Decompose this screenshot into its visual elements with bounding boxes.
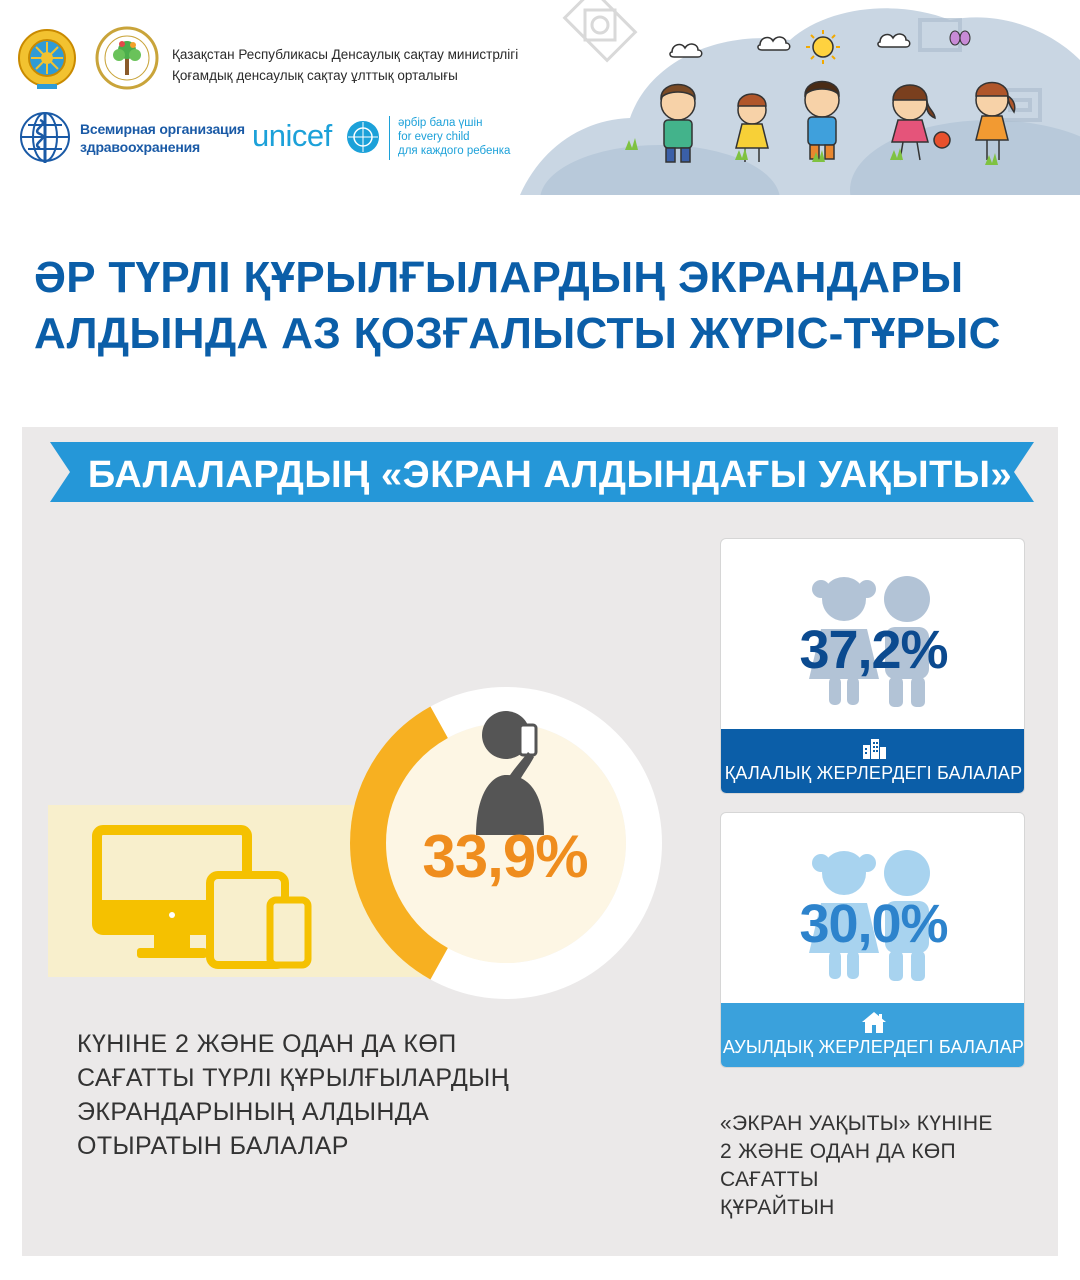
cards-footnote: «ЭКРАН УАҚЫТЫ» КҮНІНЕ 2 ЖӘНЕ ОДАН ДА КӨП…	[720, 1110, 1058, 1222]
unicef-divider	[389, 116, 390, 160]
page-title-line2: АЛДЫНДА АЗ ҚОЗҒАЛЫСТЫ ЖҮРІС-ТҰРЫС	[34, 309, 1001, 358]
overall-description-line4: ОТЫРАТЫН БАЛАЛАР	[77, 1132, 349, 1160]
header-illustration	[18, 0, 1080, 195]
rural-label-band: АУЫЛДЫҚ ЖЕРЛЕРДЕГІ БАЛАЛАР	[721, 1003, 1025, 1067]
cards-footnote-line2: 2 ЖӘНЕ ОДАН ДА КӨП САҒАТТЫ	[720, 1140, 956, 1191]
overall-description-line1: КҮНІНЕ 2 ЖӘНЕ ОДАН ДА КӨП	[77, 1030, 457, 1058]
cards-footnote-line3: ҚҰРАЙТЫН	[720, 1196, 835, 1219]
cards-footnote-line1: «ЭКРАН УАҚЫТЫ» КҮНІНЕ	[720, 1112, 993, 1135]
person-phone-icon	[476, 711, 544, 835]
kazakhstan-emblem-icon	[18, 29, 76, 89]
national-centre-name: Қоғамдық денсаулық сақтау ұлттық орталығ…	[172, 68, 458, 83]
who-emblem-icon	[20, 112, 70, 163]
house-icon	[862, 1012, 886, 1033]
children-figures-icon	[809, 576, 930, 707]
rural-percent: 30,0%	[799, 894, 948, 954]
urban-label-band: ҚАЛАЛЫҚ ЖЕРЛЕРДЕГІ БАЛАЛАР	[721, 729, 1024, 793]
section-banner-title: БАЛАЛАРДЫҢ «ЭКРАН АЛДЫНДАҒЫ УАҚЫТЫ»	[87, 454, 1013, 496]
unicef-tagline-en: for every child	[398, 131, 470, 143]
donut-center	[386, 723, 626, 963]
unicef-tagline: әрбір бала үшін for every child для кажд…	[398, 116, 510, 158]
who-name-line2: здравоохранения	[80, 139, 200, 155]
urban-card: 37,2% ҚАЛАЛЫҚ ЖЕРЛЕРДЕГІ БАЛАЛАР	[720, 538, 1025, 794]
overall-description-line2: САҒАТТЫ ТҮРЛІ ҚҰРЫЛҒЫЛАРДЫҢ	[77, 1064, 510, 1092]
unicef-emblem-icon	[347, 121, 379, 153]
children-figures-icon	[809, 850, 930, 981]
overall-donut	[350, 687, 662, 999]
rural-label: АУЫЛДЫҚ ЖЕРЛЕРДЕГІ БАЛАЛАР	[722, 1037, 1025, 1057]
sun-icon	[806, 30, 840, 64]
rural-card: 30,0% АУЫЛДЫҚ ЖЕРЛЕРДЕГІ БАЛАЛАР	[720, 812, 1025, 1068]
overall-description: КҮНІНЕ 2 ЖӘНЕ ОДАН ДА КӨП САҒАТТЫ ТҮРЛІ …	[77, 1027, 509, 1163]
overall-description-line3: ЭКРАНДАРЫНЫҢ АЛДЫНДА	[77, 1098, 430, 1126]
who-name: Всемирная организация здравоохранения	[80, 120, 245, 156]
ornament-icon	[562, 0, 638, 63]
unicef-tagline-ru: для каждого ребенка	[398, 145, 511, 157]
urban-label: ҚАЛАЛЫҚ ЖЕРЛЕРДЕГІ БАЛАЛАР	[724, 763, 1023, 783]
who-name-line1: Всемирная организация	[80, 121, 245, 137]
section-banner-shape	[50, 442, 1034, 502]
kids-illustration	[660, 80, 1016, 163]
ministry-name: Қазақстан Республикасы Денсаулық сақтау …	[172, 47, 519, 62]
donut-arc	[350, 706, 449, 980]
city-buildings-icon	[863, 739, 886, 759]
overall-percent: 33,9%	[422, 823, 588, 890]
national-centre-logo-icon	[95, 26, 159, 90]
content-panel: БАЛАЛАРДЫҢ «ЭКРАН АЛДЫНДАҒЫ УАҚЫТЫ» 33,9…	[22, 427, 1058, 1256]
header: Қазақстан Республикасы Денсаулық сақтау …	[0, 0, 1080, 195]
unicef-wordmark: unicef	[252, 118, 332, 153]
butterfly-icon	[949, 30, 971, 46]
page-title-line1: ӘР ТҮРЛІ ҚҰРЫЛҒЫЛАРДЫҢ ЭКРАНДАРЫ	[34, 253, 964, 302]
urban-percent: 37,2%	[799, 620, 948, 680]
page-title: ӘР ТҮРЛІ ҚҰРЫЛҒЫЛАРДЫҢ ЭКРАНДАРЫ АЛДЫНДА…	[34, 250, 1044, 362]
devices-icon	[92, 825, 312, 969]
unicef-tagline-kk: әрбір бала үшін	[398, 117, 483, 129]
